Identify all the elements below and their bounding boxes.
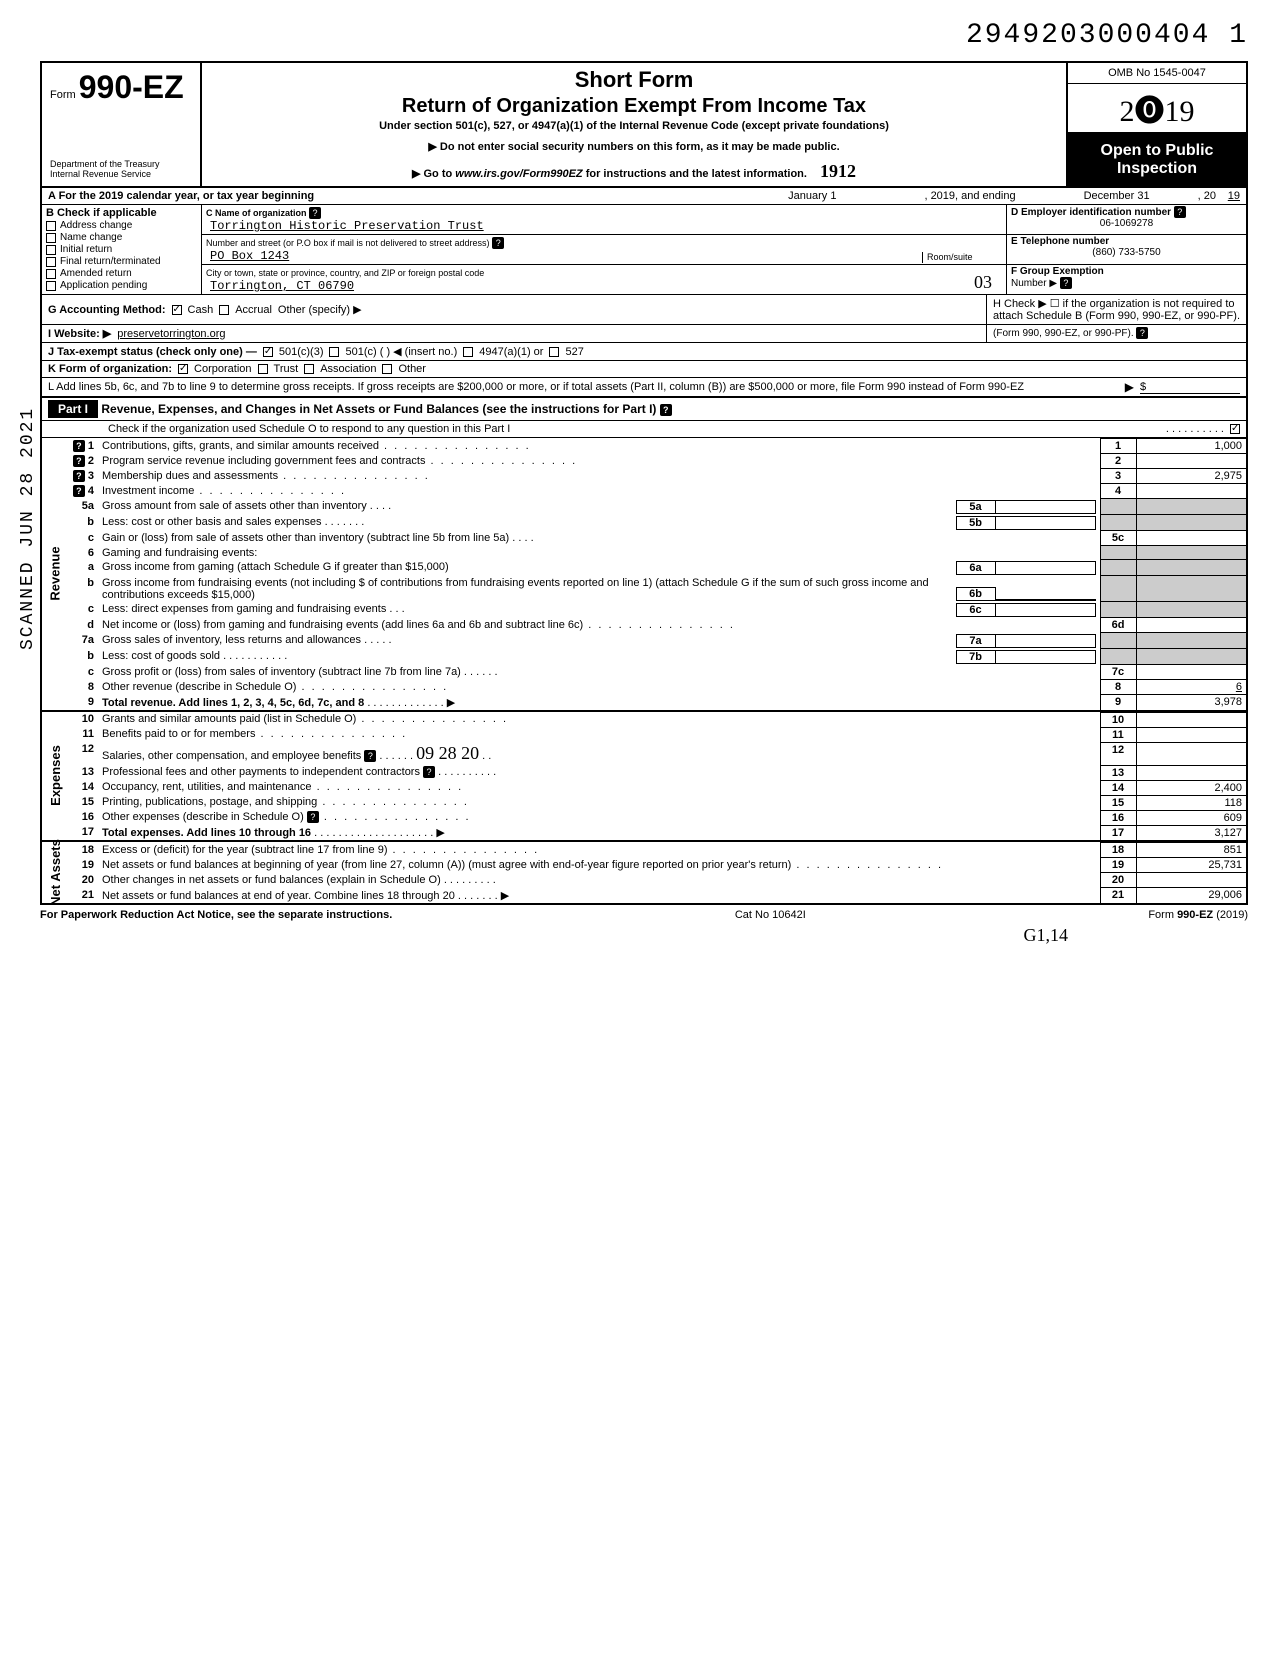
form-id-cell: Form 990-EZ Department of the Treasury I… [42, 63, 202, 186]
part1-header: Part I Revenue, Expenses, and Changes in… [42, 398, 1246, 421]
note-website: ▶ Go to www.irs.gov/Form990EZ for instru… [210, 161, 1058, 182]
footer: For Paperwork Reduction Act Notice, see … [40, 905, 1248, 925]
org-city: Torrington, CT 06790 [210, 279, 354, 293]
document-locator-number: 2949203000404 1 [40, 20, 1248, 51]
help-icon[interactable]: ? [492, 237, 504, 249]
help-icon[interactable]: ? [1174, 206, 1186, 218]
omb-number: OMB No 1545-0047 [1068, 63, 1246, 84]
help-icon[interactable]: ? [1136, 327, 1148, 339]
row-gh: G Accounting Method: Cash Accrual Other … [42, 295, 1246, 325]
org-street: PO Box 1243 [210, 249, 289, 263]
cb-527[interactable] [549, 347, 559, 357]
scanned-stamp: SCANNED JUN 28 2021 [18, 407, 38, 650]
cb-4947[interactable] [463, 347, 473, 357]
ein: 06-1069278 [1011, 218, 1242, 229]
row-a-tax-year: A For the 2019 calendar year, or tax yea… [42, 188, 1246, 205]
row-k-org-form: K Form of organization: Corporation Trus… [42, 361, 1246, 378]
open-to-public: Open to Public Inspection [1068, 133, 1246, 186]
cb-association[interactable] [304, 364, 314, 374]
stamp-1912: 1912 [820, 161, 856, 181]
expenses-section: Expenses 10Grants and similar amounts pa… [42, 712, 1246, 843]
form-label: Form [50, 89, 76, 101]
title-return: Return of Organization Exempt From Incom… [210, 95, 1058, 118]
title-short-form: Short Form [210, 67, 1058, 93]
section-bcdef: B Check if applicable Address change Nam… [42, 205, 1246, 295]
row-i-website: I Website: ▶ preservetorrington.org (For… [42, 325, 1246, 343]
cb-cash[interactable] [172, 305, 182, 315]
room-handwritten: 03 [974, 272, 992, 293]
cb-initial-return[interactable] [46, 245, 56, 255]
col-c-org-info: C Name of organization ? Torrington Hist… [202, 205, 1006, 294]
org-name: Torrington Historic Preservation Trust [210, 219, 484, 233]
col-b-checkboxes: B Check if applicable Address change Nam… [42, 205, 202, 294]
cb-corporation[interactable] [178, 364, 188, 374]
note-ssn: ▶ Do not enter social security numbers o… [210, 140, 1058, 153]
help-icon[interactable]: ? [309, 207, 321, 219]
cb-name-change[interactable] [46, 233, 56, 243]
net-assets-section: Net Assets 18Excess or (deficit) for the… [42, 842, 1246, 903]
phone: (860) 733-5750 [1011, 247, 1242, 258]
form-container: Form 990-EZ Department of the Treasury I… [40, 61, 1248, 905]
help-icon[interactable]: ? [660, 404, 672, 416]
right-header: OMB No 1545-0047 2⓿19 Open to Public Ins… [1066, 63, 1246, 186]
tax-year: 2⓿19 [1068, 84, 1246, 133]
part1-check-row: Check if the organization used Schedule … [42, 421, 1246, 438]
cb-final-return[interactable] [46, 257, 56, 267]
row-l-gross-receipts: L Add lines 5b, 6c, and 7b to line 9 to … [42, 378, 1246, 398]
subtitle: Under section 501(c), 527, or 4947(a)(1)… [210, 120, 1058, 132]
hand-date: 09 28 20 [416, 743, 479, 763]
row-j-tax-status: J Tax-exempt status (check only one) — 5… [42, 343, 1246, 361]
title-cell: Short Form Return of Organization Exempt… [202, 63, 1066, 186]
hand-bottom: G1,14 [40, 925, 1248, 946]
cb-501c3[interactable] [263, 347, 273, 357]
form-number: 990-EZ [79, 69, 184, 105]
help-icon[interactable]: ? [1060, 277, 1072, 289]
revenue-section: Revenue ? 1Contributions, gifts, grants,… [42, 438, 1246, 712]
cb-schedule-o[interactable] [1230, 424, 1240, 434]
website: preservetorrington.org [117, 328, 225, 340]
cb-501c[interactable] [329, 347, 339, 357]
cb-amended[interactable] [46, 269, 56, 279]
dept-irs: Internal Revenue Service [50, 170, 192, 180]
cb-address-change[interactable] [46, 221, 56, 231]
form-header: Form 990-EZ Department of the Treasury I… [42, 63, 1246, 188]
cb-other[interactable] [382, 364, 392, 374]
cb-accrual[interactable] [219, 305, 229, 315]
cb-trust[interactable] [258, 364, 268, 374]
h-schedule-b: H Check ▶ ☐ if the organization is not r… [986, 295, 1246, 324]
col-def: D Employer identification number ? 06-10… [1006, 205, 1246, 294]
cb-app-pending[interactable] [46, 281, 56, 291]
